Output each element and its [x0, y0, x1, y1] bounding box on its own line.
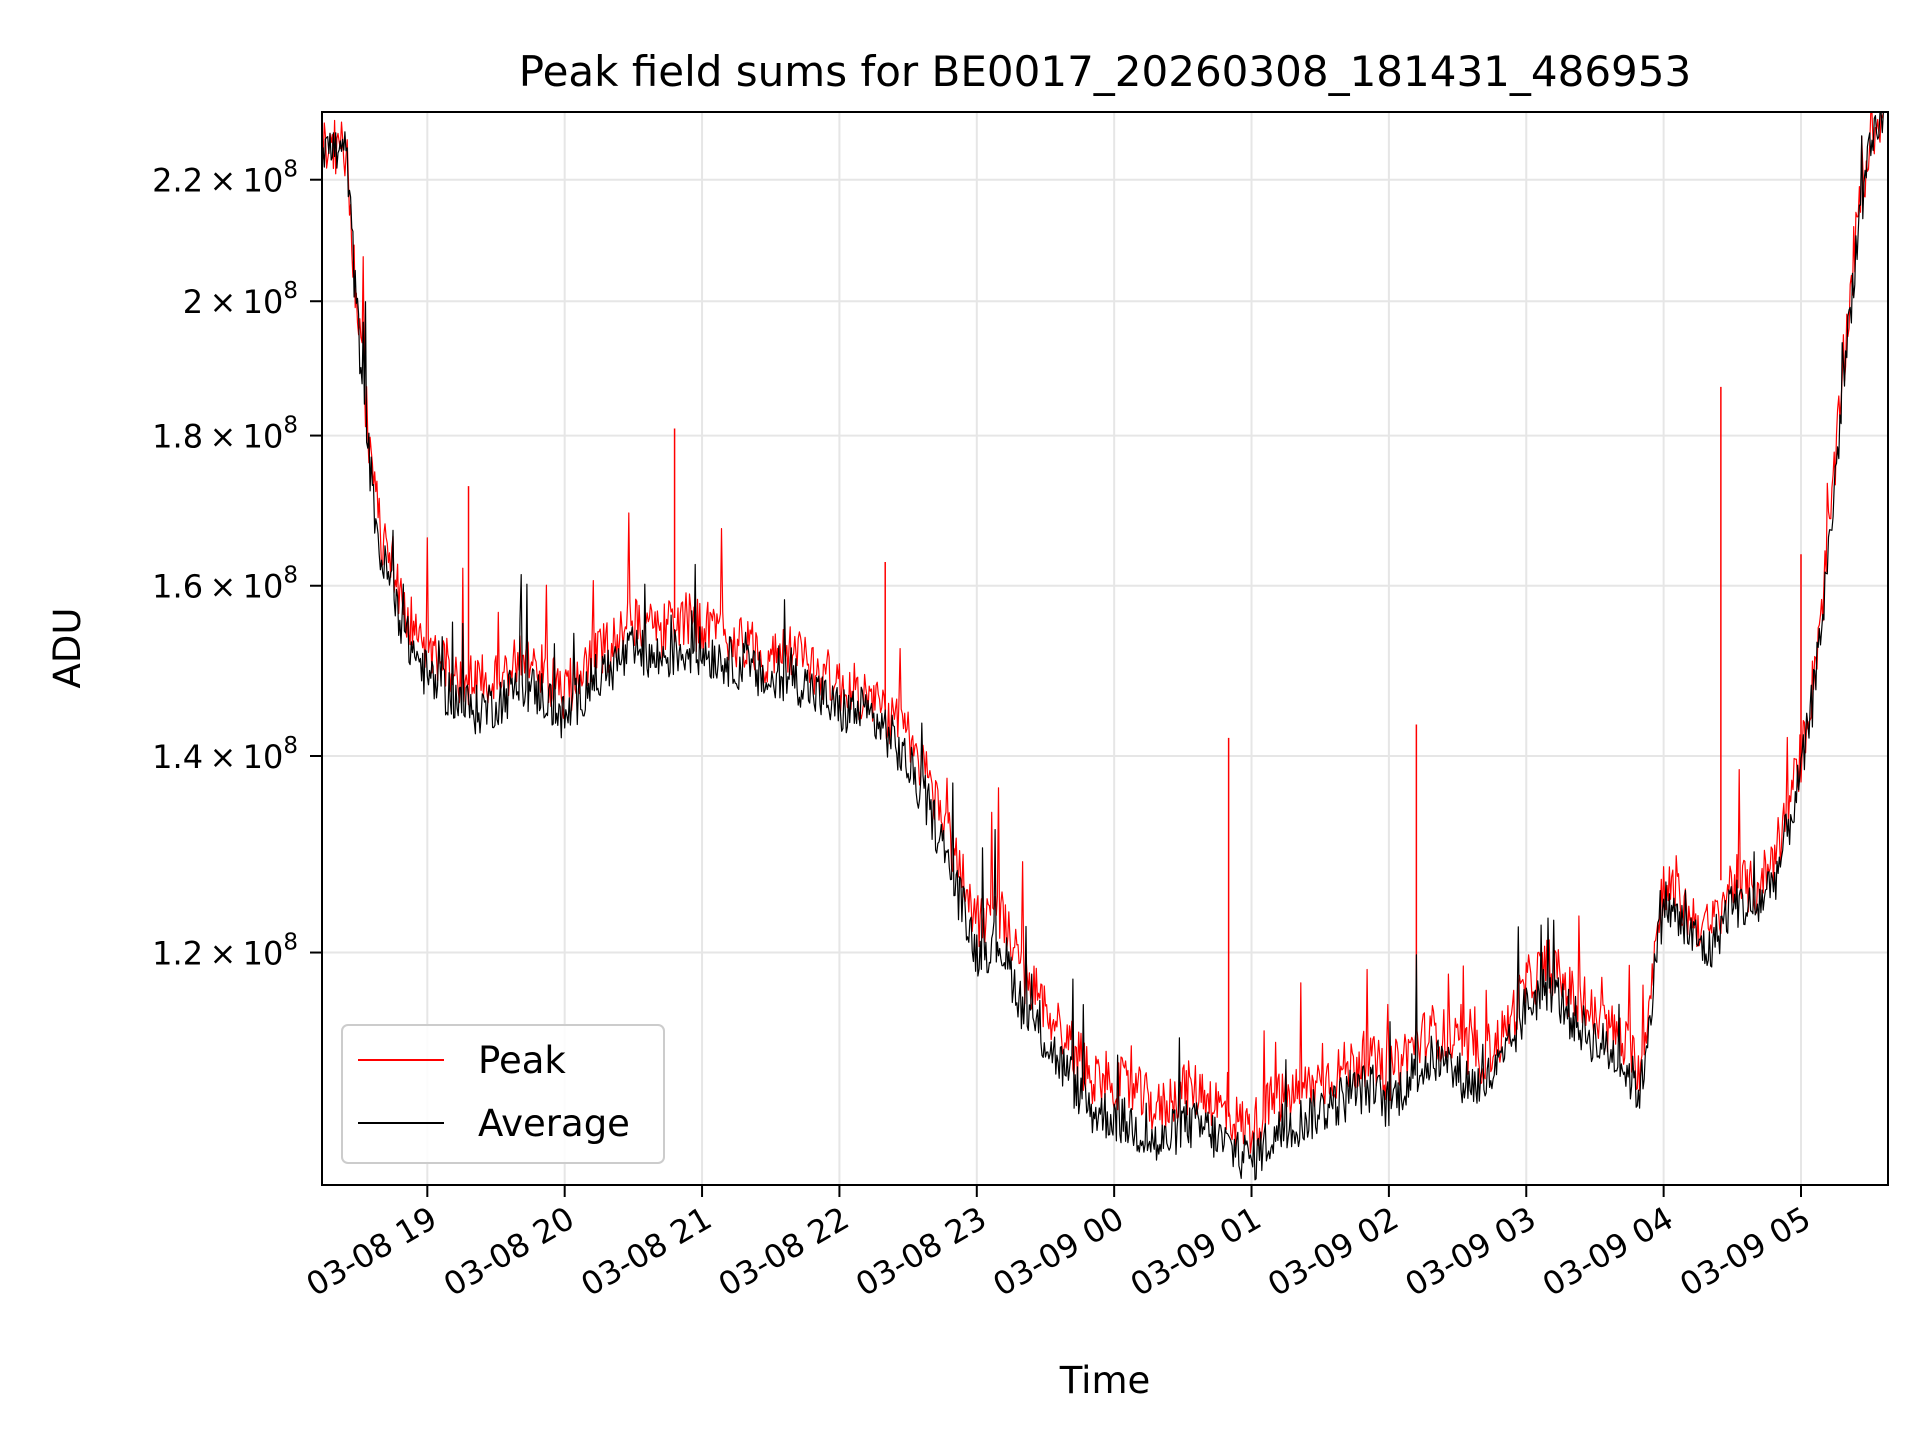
y-tick-mantissa: 1.6 — [152, 568, 203, 606]
series-layer — [322, 112, 1884, 1181]
series-line-average — [322, 112, 1884, 1181]
legend-label-peak: Peak — [478, 1039, 566, 1082]
y-tick-exponent: 8 — [283, 157, 298, 183]
y-tick-label: 2 × 108 — [183, 278, 298, 321]
y-tick-mantissa: 1.2 — [152, 935, 203, 973]
y-tick-times: × 10 — [203, 568, 283, 606]
y-tick-mantissa: 2.2 — [152, 162, 203, 200]
y-tick-label: 1.4 × 108 — [152, 733, 298, 776]
y-tick-times: × 10 — [203, 738, 283, 776]
y-tick-mantissa: 1.4 — [152, 738, 203, 776]
y-tick-times: × 10 — [203, 162, 283, 200]
y-tick-exponent: 8 — [283, 413, 298, 439]
y-tick-exponent: 8 — [283, 563, 298, 589]
chart-title: Peak field sums for BE0017_20260308_1814… — [519, 47, 1691, 96]
y-tick-times: × 10 — [203, 418, 283, 456]
y-tick-label: 2.2 × 108 — [152, 157, 298, 200]
y-axis-label: ADU — [46, 608, 89, 689]
y-tick-label: 1.2 × 108 — [152, 930, 298, 973]
y-tick-label: 1.6 × 108 — [152, 563, 298, 606]
x-axis-label: Time — [1059, 1359, 1151, 1402]
plot-frame — [321, 111, 1889, 1186]
y-tick-exponent: 8 — [283, 930, 298, 956]
series-line-peak — [322, 112, 1884, 1154]
y-tick-times: × 10 — [203, 935, 283, 973]
y-tick-mantissa: 2 — [183, 283, 203, 321]
legend-label-average: Average — [478, 1102, 630, 1145]
y-tick-times: × 10 — [203, 283, 283, 321]
y-tick-exponent: 8 — [283, 278, 298, 304]
y-tick-label: 1.8 × 108 — [152, 413, 298, 456]
y-tick-mantissa: 1.8 — [152, 418, 203, 456]
legend: Peak Average — [341, 1024, 665, 1164]
y-tick-exponent: 8 — [283, 733, 298, 759]
